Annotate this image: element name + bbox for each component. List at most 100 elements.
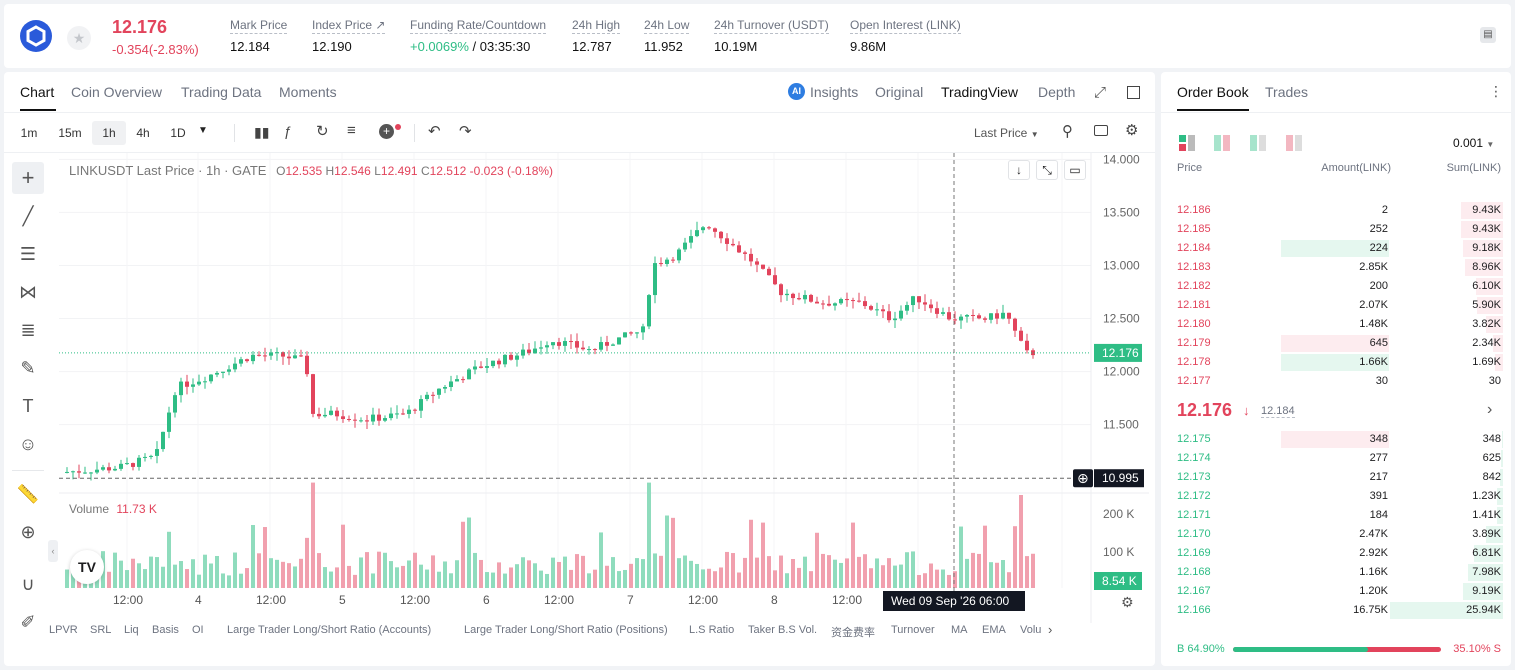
- candle-body[interactable]: [83, 472, 87, 474]
- candle-body[interactable]: [455, 379, 459, 382]
- tab-order-book[interactable]: Order Book: [1177, 84, 1249, 100]
- orderbook-row[interactable]: 12.182 200 6.10K: [1161, 277, 1511, 296]
- candle-body[interactable]: [605, 342, 609, 346]
- candle-body[interactable]: [641, 326, 645, 333]
- orderbook-row[interactable]: 12.180 1.48K 3.82K: [1161, 315, 1511, 334]
- candle-body[interactable]: [701, 227, 705, 231]
- orderbook-row[interactable]: 12.179 645 2.34K: [1161, 334, 1511, 353]
- interval-4h[interactable]: 4h: [136, 126, 150, 140]
- indicator-basis[interactable]: Basis: [152, 624, 179, 636]
- interval-1d[interactable]: 1D: [170, 126, 186, 140]
- candle-body[interactable]: [1025, 340, 1029, 351]
- indicator-ls-ratio[interactable]: L.S Ratio: [689, 624, 735, 636]
- tab-moments[interactable]: Moments: [279, 84, 337, 100]
- tab-tradingview[interactable]: TradingView: [941, 84, 1019, 100]
- candle-body[interactable]: [485, 366, 489, 368]
- compare-icon[interactable]: ↻: [316, 123, 329, 140]
- candle-body[interactable]: [113, 468, 117, 471]
- candle-body[interactable]: [71, 471, 75, 473]
- candle-body[interactable]: [269, 352, 273, 356]
- candle-body[interactable]: [587, 349, 591, 351]
- candle-body[interactable]: [185, 381, 189, 387]
- candle-body[interactable]: [707, 227, 711, 229]
- templates-icon[interactable]: ≡: [347, 122, 356, 139]
- candle-body[interactable]: [809, 294, 813, 302]
- candle-body[interactable]: [887, 311, 891, 321]
- candle-body[interactable]: [683, 242, 687, 250]
- orderbook-row[interactable]: 12.171 184 1.41K: [1161, 506, 1511, 525]
- interval-15m[interactable]: 15m: [58, 126, 82, 140]
- chevron-down-icon[interactable]: ▼: [198, 125, 208, 136]
- candle-body[interactable]: [65, 471, 69, 473]
- candle-body[interactable]: [167, 412, 171, 432]
- indicator-oi[interactable]: OI: [192, 624, 204, 636]
- maximize-icon[interactable]: ▭: [1064, 160, 1086, 180]
- candle-body[interactable]: [839, 299, 843, 304]
- candle-body[interactable]: [293, 355, 297, 359]
- candle-body[interactable]: [449, 381, 453, 388]
- candle-body[interactable]: [935, 308, 939, 314]
- indicator-ma[interactable]: MA: [951, 624, 968, 636]
- candle-body[interactable]: [179, 381, 183, 396]
- candle-body[interactable]: [209, 374, 213, 382]
- candle-body[interactable]: [959, 316, 963, 321]
- undo-icon[interactable]: ↶: [428, 123, 441, 140]
- tab-insights[interactable]: Insights: [810, 84, 859, 100]
- candle-body[interactable]: [647, 295, 651, 327]
- view-asks-icon[interactable]: [1286, 135, 1302, 156]
- candle-body[interactable]: [221, 371, 225, 373]
- candle-body[interactable]: [155, 449, 159, 456]
- candle-body[interactable]: [497, 360, 501, 365]
- candle-body[interactable]: [101, 467, 105, 470]
- candle-body[interactable]: [317, 413, 321, 417]
- candle-body[interactable]: [1019, 330, 1023, 341]
- candle-body[interactable]: [131, 463, 135, 467]
- candle-body[interactable]: [557, 342, 561, 346]
- candle-body[interactable]: [713, 228, 717, 232]
- candle-body[interactable]: [995, 313, 999, 319]
- candle-body[interactable]: [419, 399, 423, 411]
- candle-body[interactable]: [899, 310, 903, 319]
- candle-body[interactable]: [761, 264, 765, 269]
- candle-body[interactable]: [851, 300, 855, 302]
- candle-body[interactable]: [389, 413, 393, 419]
- candle-body[interactable]: [311, 374, 315, 414]
- candle-body[interactable]: [875, 309, 879, 311]
- candle-body[interactable]: [395, 413, 399, 415]
- candle-body[interactable]: [95, 469, 99, 473]
- indicator-lpvr[interactable]: LPVR: [49, 624, 78, 636]
- candle-body[interactable]: [443, 387, 447, 389]
- candle-body[interactable]: [257, 354, 261, 356]
- orderbook-row[interactable]: 12.184 224 9.18K: [1161, 239, 1511, 258]
- candle-body[interactable]: [845, 299, 849, 301]
- candle-body[interactable]: [437, 388, 441, 395]
- candle-body[interactable]: [725, 238, 729, 244]
- candle-body[interactable]: [941, 312, 945, 314]
- candle-body[interactable]: [287, 356, 291, 359]
- search-icon[interactable]: ⚲: [1062, 123, 1073, 140]
- ai-insights-icon[interactable]: AI: [788, 83, 805, 100]
- candle-body[interactable]: [563, 341, 567, 346]
- collapse-icon[interactable]: ⤡: [1036, 160, 1058, 180]
- candle-body[interactable]: [653, 263, 657, 296]
- indicator-ema[interactable]: EMA: [982, 624, 1006, 636]
- indicator-taker-bs[interactable]: Taker B.S Vol.: [748, 624, 818, 636]
- candle-body[interactable]: [341, 416, 345, 419]
- view-split-icon[interactable]: [1214, 135, 1230, 156]
- orderbook-row[interactable]: 12.175 348 348: [1161, 430, 1511, 449]
- candle-body[interactable]: [629, 332, 633, 334]
- indicator-volume[interactable]: Volu: [1020, 624, 1042, 636]
- candle-body[interactable]: [533, 348, 537, 354]
- indicator-funding-rate[interactable]: 资金费率: [831, 627, 875, 639]
- orderbook-row[interactable]: 12.167 1.20K 9.19K: [1161, 582, 1511, 601]
- candle-body[interactable]: [329, 410, 333, 415]
- candle-body[interactable]: [923, 302, 927, 305]
- candle-body[interactable]: [125, 463, 129, 465]
- tab-depth[interactable]: Depth: [1038, 84, 1076, 100]
- settings-icon[interactable]: ⚙: [1121, 594, 1134, 610]
- candle-body[interactable]: [797, 298, 801, 300]
- candle-body[interactable]: [239, 359, 243, 364]
- candle-body[interactable]: [371, 414, 375, 422]
- add-alert-button[interactable]: [1073, 469, 1093, 488]
- candle-body[interactable]: [137, 457, 141, 467]
